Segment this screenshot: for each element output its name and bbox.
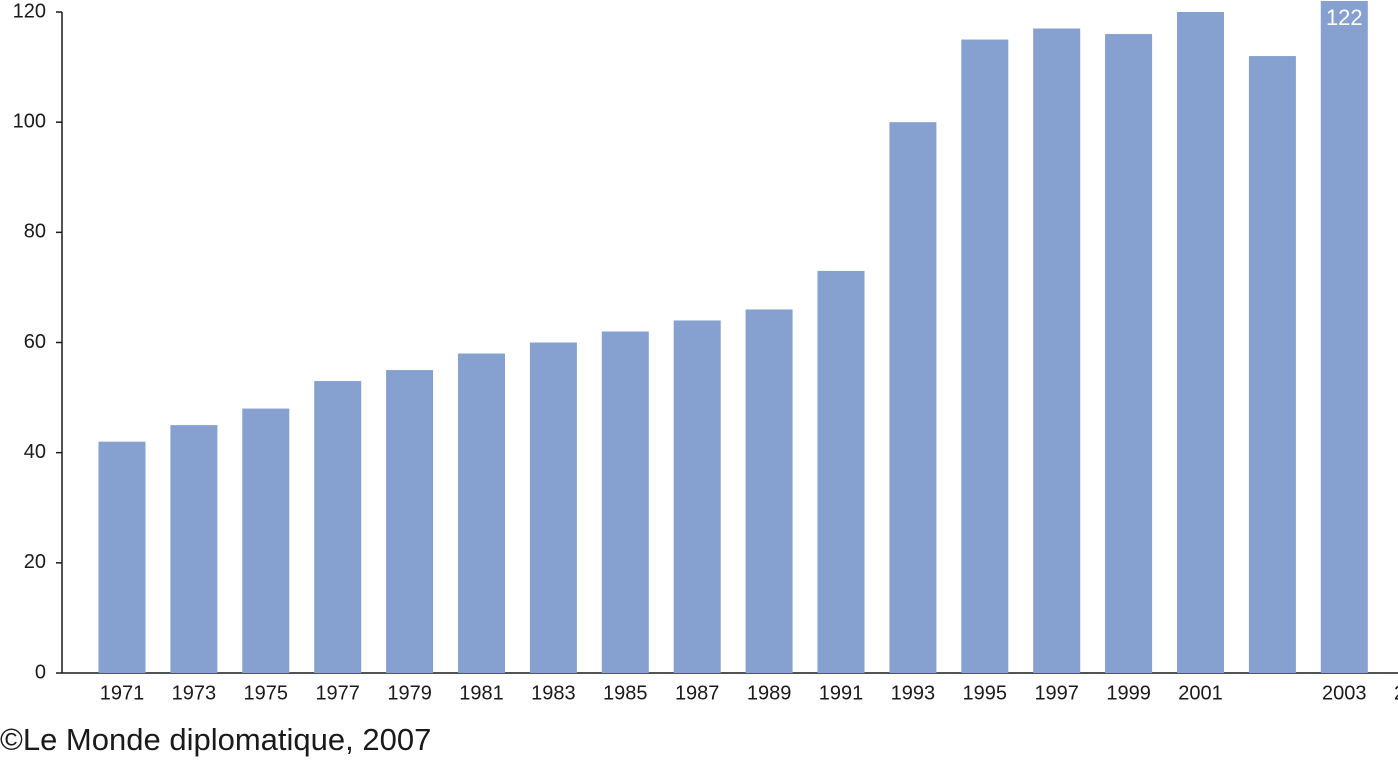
- x-tick-label: 2005: [1394, 682, 1398, 704]
- x-tick-label: 1977: [315, 682, 360, 704]
- x-tick-label: 1971: [100, 682, 145, 704]
- x-tick-label: 1981: [459, 682, 504, 704]
- bar: [745, 309, 793, 673]
- x-tick-label: 1985: [603, 682, 648, 704]
- bar: [170, 425, 218, 673]
- y-tick-label: 100: [13, 110, 46, 132]
- x-tick-label: 1995: [963, 682, 1008, 704]
- bar: [1105, 34, 1153, 674]
- y-tick-label: 80: [24, 221, 46, 243]
- x-tick-label: 1975: [244, 682, 289, 704]
- bar: [529, 342, 577, 673]
- bar: [98, 441, 146, 673]
- x-tick-label: 1983: [531, 682, 576, 704]
- x-tick-label: 1997: [1034, 682, 1079, 704]
- source: ©Le Monde diplomatique, 2007: [0, 722, 431, 757]
- y-tick-label: 0: [35, 661, 46, 683]
- bar: [242, 408, 290, 673]
- x-tick-label: 1989: [747, 682, 792, 704]
- bar: [1033, 28, 1081, 673]
- x-tick-label: 1979: [387, 682, 432, 704]
- bar: [1320, 0, 1368, 673]
- bar: [1248, 56, 1296, 674]
- bar: [386, 370, 434, 673]
- x-tick-label: 1991: [819, 682, 864, 704]
- x-tick-label: 1973: [172, 682, 217, 704]
- y-tick-label: 120: [13, 0, 46, 22]
- y-tick-label: 20: [24, 551, 46, 573]
- bar: [889, 122, 937, 673]
- x-tick-label: 1993: [891, 682, 936, 704]
- x-tick-label: 2003: [1322, 682, 1367, 704]
- x-tick-label: 1999: [1106, 682, 1151, 704]
- bar: [601, 331, 649, 673]
- x-tick-label: 2001: [1178, 682, 1223, 704]
- bar: [1177, 12, 1224, 673]
- bar: [817, 270, 865, 673]
- bar: [673, 320, 721, 673]
- x-tick-label: 1987: [675, 682, 720, 704]
- bar: [961, 39, 1009, 673]
- bar: [458, 353, 505, 673]
- y-tick-label: 60: [24, 331, 46, 353]
- y-tick-label: 40: [24, 441, 46, 463]
- value-label: 122: [1326, 5, 1363, 30]
- bar: [314, 381, 362, 673]
